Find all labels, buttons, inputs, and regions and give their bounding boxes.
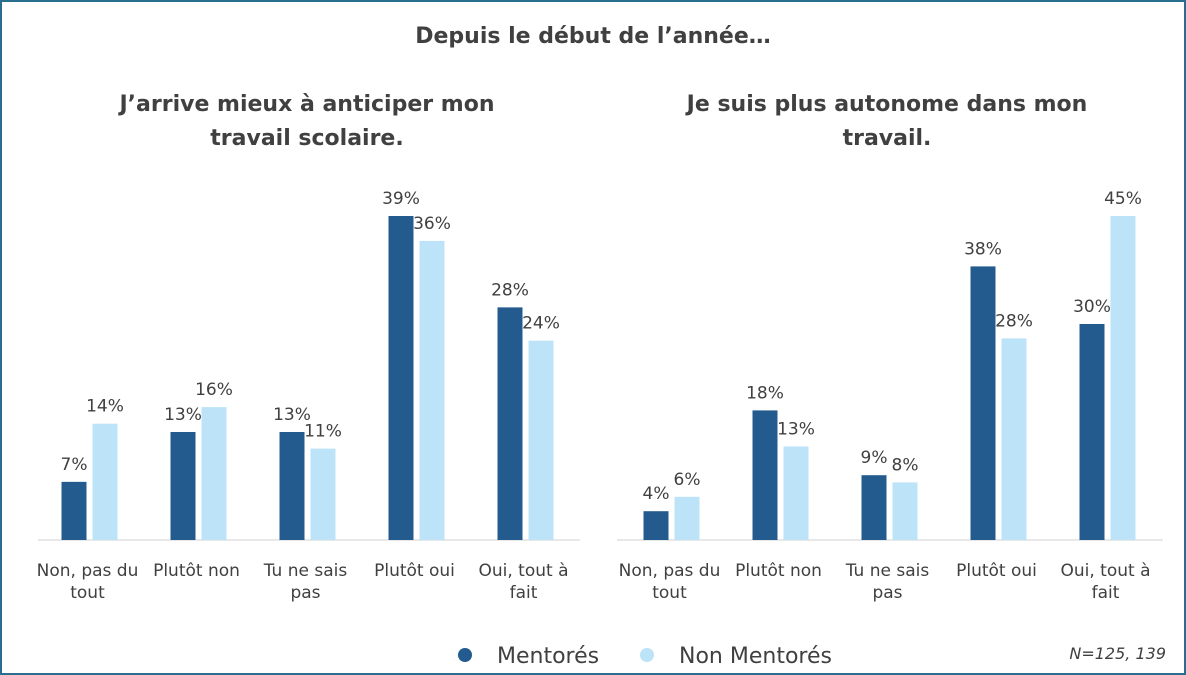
data-label: 28% (995, 311, 1033, 331)
data-label: 38% (964, 239, 1002, 259)
data-label: 13% (273, 405, 311, 425)
data-label: 9% (861, 448, 888, 468)
data-label: 11% (304, 422, 342, 442)
data-label: 24% (522, 314, 560, 334)
data-label: 14% (86, 397, 124, 417)
main-title: Depuis le début de l’année… (415, 24, 771, 49)
chart-title: Je suis plus autonome dans mon travail. (686, 92, 1088, 151)
bar (61, 481, 87, 540)
x-tick-label: Plutôt non (735, 561, 822, 581)
data-label: 6% (674, 470, 701, 490)
x-tick-label: Oui, tout à fait (478, 561, 569, 603)
chart-title: J’arrive mieux à anticiper mon travail s… (119, 92, 495, 151)
bar (310, 448, 336, 540)
x-tick-label: Non, pas du tout (36, 561, 139, 603)
bar (1001, 338, 1027, 540)
data-label: 7% (61, 455, 88, 475)
data-label: 45% (1104, 189, 1142, 209)
x-tick-label: Non, pas du tout (618, 561, 721, 603)
bar (861, 475, 887, 540)
bar (419, 240, 445, 540)
data-label: 16% (195, 380, 233, 400)
bar (388, 216, 414, 540)
x-tick-label: Plutôt oui (374, 561, 455, 581)
bar (92, 423, 118, 540)
data-label: 13% (164, 405, 202, 425)
bar (201, 407, 227, 540)
bar (892, 482, 918, 540)
data-label: 18% (746, 383, 784, 403)
x-tick-label: Oui, tout à fait (1060, 561, 1151, 603)
legend-marker (640, 648, 654, 662)
bar (1110, 216, 1136, 540)
data-label: 4% (643, 484, 670, 504)
legend-marker (458, 648, 472, 662)
x-tick-label: Tu ne sais pas (263, 561, 348, 603)
data-label: 28% (491, 280, 529, 300)
bar (497, 307, 523, 540)
x-tick-label: Tu ne sais pas (845, 561, 930, 603)
data-label: 8% (892, 455, 919, 475)
data-label: 30% (1073, 297, 1111, 317)
note: N=125, 139 (1069, 644, 1166, 663)
bar (674, 496, 700, 540)
bar (970, 266, 996, 540)
legend-label: Non Mentorés (679, 644, 832, 669)
legend-label: Mentorés (497, 644, 599, 669)
bar (752, 410, 778, 540)
bar (1079, 324, 1105, 540)
data-label: 36% (413, 214, 451, 234)
data-label: 39% (382, 189, 420, 209)
x-tick-label: Plutôt oui (956, 561, 1037, 581)
bar (528, 340, 554, 540)
bar (643, 511, 669, 540)
bar (170, 432, 196, 540)
x-tick-label: Plutôt non (153, 561, 240, 581)
data-label: 13% (777, 419, 815, 439)
bar (783, 446, 809, 540)
bar (279, 432, 305, 540)
